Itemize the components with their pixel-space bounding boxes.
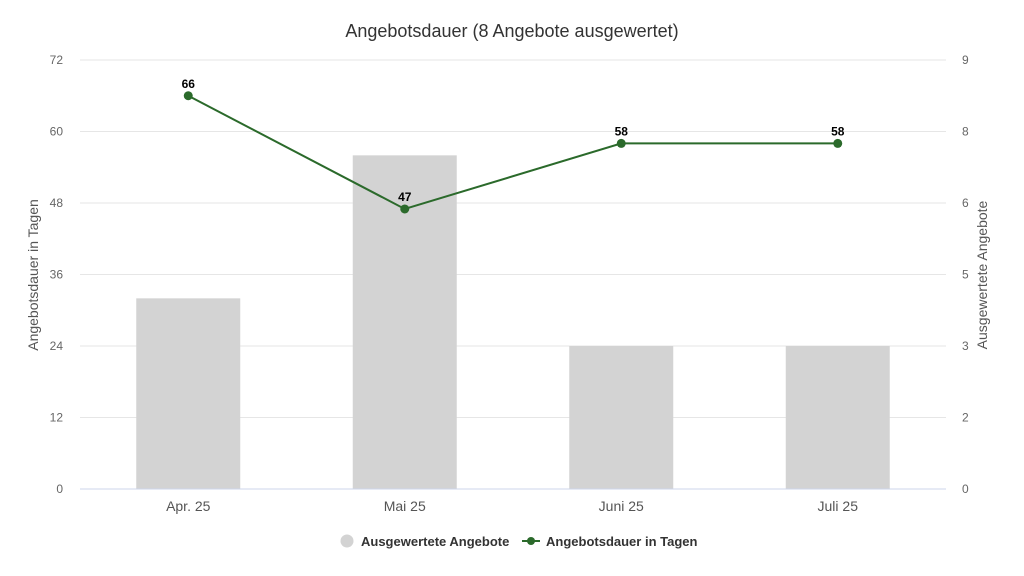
data-label: 58 [831,124,845,138]
left-tick-label: 48 [50,196,64,210]
category-label: Juli 25 [818,498,859,514]
right-tick-label: 5 [962,268,969,282]
bar[interactable] [136,298,241,489]
bar-series [136,155,890,490]
bar[interactable] [569,346,674,489]
legend-item-bars[interactable]: Ausgewertete Angebote [340,534,510,549]
legend: Ausgewertete Angebote Angebotsdauer in T… [340,534,697,549]
left-tick-label: 0 [56,482,63,496]
left-tick-label: 12 [50,411,64,425]
left-tick-label: 24 [50,339,64,353]
left-tick-label: 72 [50,53,64,67]
left-axis-title: Angebotsdauer in Tagen [25,199,41,351]
line-series: 66 47 58 58 [182,77,845,214]
legend-item-line[interactable]: Angebotsdauer in Tagen [522,534,697,549]
right-tick-label: 8 [962,125,969,139]
series-line [187,94,838,211]
data-label: 58 [615,124,629,138]
right-axis-ticks: 0 2 3 5 6 8 9 [962,53,969,496]
right-tick-label: 3 [962,339,969,353]
left-tick-label: 60 [50,125,64,139]
data-label: 47 [398,190,412,204]
legend-bar-label: Ausgewertete Angebote [361,534,509,549]
legend-line-label: Angebotsdauer in Tagen [546,534,697,549]
bar[interactable] [785,346,890,489]
category-label: Apr. 25 [166,498,211,514]
line-point[interactable] [833,138,843,148]
right-tick-label: 9 [962,53,969,67]
left-axis-ticks: 0 12 24 36 48 60 72 [50,53,64,496]
category-label: Juni 25 [599,498,644,514]
legend-line-marker-dot [527,537,535,545]
line-point[interactable] [616,138,626,148]
data-label: 66 [182,77,196,91]
category-labels: Apr. 25 Mai 25 Juni 25 Juli 25 [166,498,858,514]
line-point[interactable] [400,204,410,214]
line-point[interactable] [183,91,193,101]
category-label: Mai 25 [384,498,426,514]
legend-bar-marker [340,534,354,548]
chart-title: Angebotsdauer (8 Angebote ausgewertet) [345,21,678,41]
right-tick-label: 0 [962,482,969,496]
left-tick-label: 36 [50,268,64,282]
right-tick-label: 6 [962,196,969,210]
right-tick-label: 2 [962,411,969,425]
right-axis-title: Ausgewertete Angebote [974,200,990,349]
